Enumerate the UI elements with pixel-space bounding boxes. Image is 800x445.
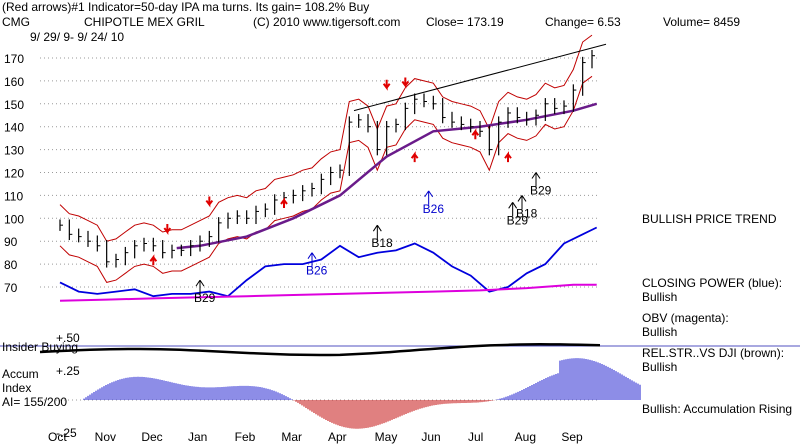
insider-buying-label: Insider Buying <box>2 340 79 354</box>
red-arrow <box>205 196 214 208</box>
company-name: CHIPOTLE MEX GRIL <box>84 15 205 29</box>
month-label: Jul <box>468 430 483 444</box>
indicator-line: (Red arrows)#1 Indicator=50-day IPA ma t… <box>2 0 370 14</box>
buy-arrow <box>424 190 434 205</box>
closing-power-path <box>59 226 598 298</box>
month-label: Aug <box>515 430 536 444</box>
y-tick-110: 110 <box>4 189 23 203</box>
buy-arrow <box>508 202 518 217</box>
month-label: Apr <box>328 430 347 444</box>
y-tick-140: 140 <box>4 121 24 135</box>
month-label: Jan <box>188 430 207 444</box>
closing-power-line <box>59 226 598 298</box>
buy-signal-label: B29 <box>194 291 216 305</box>
red-arrow <box>163 224 172 236</box>
month-label: Dec <box>141 430 162 444</box>
buy-signal-label: B29 <box>507 213 529 227</box>
y-tick-100: 100 <box>4 212 24 226</box>
y-tick-90: 90 <box>4 235 18 249</box>
buy-signal-label: B26 <box>423 202 445 216</box>
red-arrow <box>149 254 158 266</box>
y-tick-170: 170 <box>4 52 24 66</box>
change-value: Change= 6.53 <box>545 15 621 29</box>
grid-lines <box>0 57 800 401</box>
buy-arrow <box>307 252 317 267</box>
y-axis-labels: 170 160 150 140 130 120 110 100 90 80 70 <box>4 52 24 295</box>
red-arrow <box>401 77 410 89</box>
buy-signal-label: B26 <box>306 264 328 278</box>
index-label: Index <box>2 381 32 395</box>
insider-line <box>39 343 601 357</box>
trend-line <box>353 43 607 112</box>
buy-signal-label: B18 <box>516 206 538 220</box>
copyright: (C) 2010 www.tigersoft.com <box>253 15 401 29</box>
accum-index-panel <box>39 343 641 429</box>
ma50-line <box>176 102 598 250</box>
accum-rising-label: Bullish: Accumulation Rising <box>642 402 793 416</box>
price-bands <box>59 34 607 283</box>
price-bars <box>59 49 595 268</box>
buy-arrow <box>517 195 527 210</box>
bullish-trend-label: BULLISH PRICE TREND <box>642 212 777 226</box>
close-value: Close= 173.19 <box>426 15 504 29</box>
closing-power-label: CLOSING POWER (blue): <box>642 276 783 290</box>
buy-signal-label: B18 <box>371 236 393 250</box>
y-tick-150: 150 <box>4 98 24 112</box>
red-arrow <box>410 151 419 163</box>
buy-arrow <box>372 224 382 240</box>
closing-power-value: Bullish <box>642 290 678 304</box>
y-tick-120: 120 <box>4 167 24 181</box>
obv-label: OBV (magenta): <box>642 311 729 325</box>
y-tick-130: 130 <box>4 144 24 158</box>
y-tick-160: 160 <box>4 75 24 89</box>
buy-signal-label: B29 <box>530 184 552 198</box>
accum-label: Accum <box>2 367 39 381</box>
red-arrow <box>280 196 288 208</box>
date-range: 9/ 29/ 9- 9/ 24/ 10 <box>30 30 125 44</box>
buy-arrow <box>531 172 541 187</box>
obv-value: Bullish <box>642 325 678 339</box>
month-label: Nov <box>95 430 116 444</box>
month-labels: Oct Nov Dec Jan Feb Mar Apr May Jun Jul Aug Sep <box>48 430 583 444</box>
month-label: Oct <box>48 430 67 444</box>
month-label: Sep <box>561 430 583 444</box>
red-arrow <box>471 128 480 140</box>
relstr-label: REL.STR..VS DJI (brown): <box>642 346 785 360</box>
ai-label: AI= 155/200 <box>2 395 68 409</box>
month-label: May <box>375 430 398 444</box>
plus25-label: +.25 <box>56 364 80 378</box>
lower-band <box>59 75 593 283</box>
red-arrow <box>504 151 512 163</box>
obv-path <box>59 283 597 302</box>
month-label: Mar <box>281 430 302 444</box>
buy-arrow <box>195 279 205 295</box>
volume-value: Volume= 8459 <box>663 15 741 29</box>
y-tick-80: 80 <box>4 258 18 272</box>
month-label: Feb <box>235 430 256 444</box>
red-arrow <box>382 79 391 91</box>
y-tick-70: 70 <box>4 281 18 295</box>
relstr-value: Bullish <box>642 360 678 374</box>
month-label: Jun <box>421 430 440 444</box>
obv-line <box>59 283 597 302</box>
minus25-label: -.25 <box>56 426 77 440</box>
upper-band <box>59 34 593 242</box>
plus50-label: +.50 <box>56 331 80 345</box>
symbol: CMG <box>2 15 30 29</box>
